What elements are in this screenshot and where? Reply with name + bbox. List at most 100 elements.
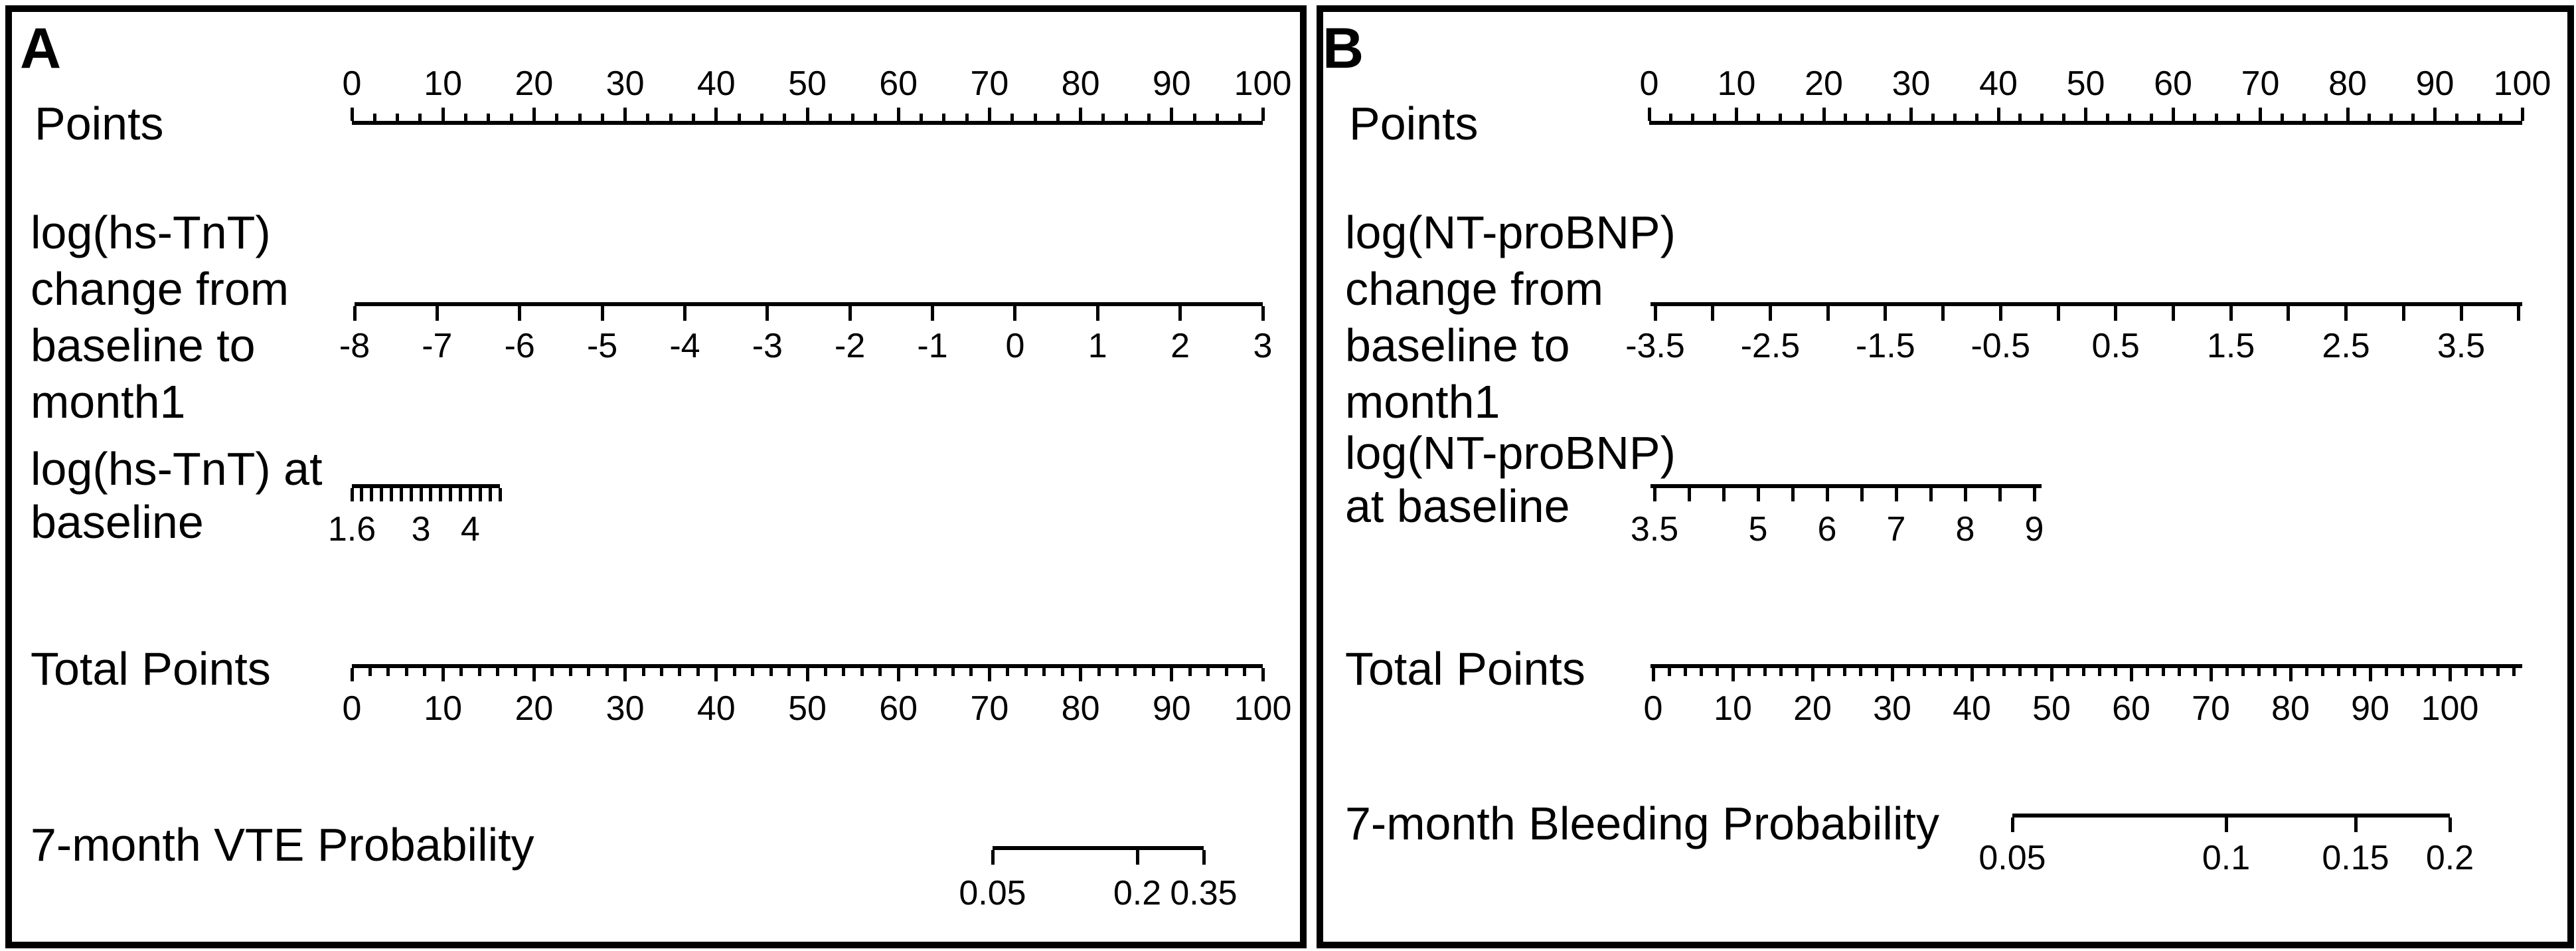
axis-tick <box>2280 114 2284 121</box>
axis-tick <box>2002 668 2006 676</box>
axis-tick <box>435 306 439 321</box>
tick-label-total_points: 0 <box>342 689 362 728</box>
axis-tick <box>2401 306 2405 321</box>
scale-label-log_nt_probnp_change: baseline to <box>1345 319 1570 371</box>
axis-tick <box>2129 668 2133 681</box>
axis-tick <box>896 108 900 121</box>
axis-tick <box>2224 818 2228 832</box>
axis-tick <box>429 488 433 501</box>
tick-label-points: 20 <box>1805 64 1843 103</box>
tick-label-log_hs_tnt_baseline: 1.6 <box>327 510 376 549</box>
axis-tick <box>933 668 937 676</box>
axis-tick <box>1715 668 1719 676</box>
axis-tick <box>2455 114 2458 121</box>
axis-tick <box>1079 668 1083 681</box>
scale-label-log_nt_probnp_baseline: log(NT-proBNP) <box>1345 427 1676 479</box>
tick-label-bleeding_probability: 0.15 <box>2322 839 2389 877</box>
tick-label-total_points: 10 <box>424 689 463 728</box>
axis-tick <box>848 306 852 321</box>
axis-line-log_nt_probnp_change <box>1650 302 2522 306</box>
tick-label-points: 80 <box>1061 64 1100 103</box>
axis-tick <box>600 114 604 121</box>
axis-line-points <box>1649 121 2522 125</box>
axis-tick <box>1147 114 1151 121</box>
tick-label-vte_probability: 0.35 <box>1170 874 1238 912</box>
tick-label-total_points: 20 <box>1793 689 1832 728</box>
tick-label-total_points: 90 <box>2351 689 2389 728</box>
axis-tick <box>2215 114 2219 121</box>
axis-tick <box>1713 114 1717 121</box>
panel-a-label: A <box>20 17 62 80</box>
axis-tick <box>760 114 764 121</box>
axis-line-points <box>352 121 1263 125</box>
panel-b-frame <box>1317 5 2574 948</box>
axis-line-log_hs_tnt_change <box>355 302 1263 306</box>
tick-label-total_points: 90 <box>1152 689 1191 728</box>
tick-label-bleeding_probability: 0.1 <box>2202 839 2251 877</box>
scale-label-bleeding_probability: 7-month Bleeding Probability <box>1345 798 1939 849</box>
tick-label-points: 0 <box>1639 64 1659 103</box>
axis-tick <box>896 668 900 681</box>
axis-tick <box>805 108 809 121</box>
axis-line-vte_probability <box>993 846 1204 850</box>
axis-tick <box>350 668 354 681</box>
tick-label-log_nt_probnp_baseline: 9 <box>2024 510 2044 549</box>
axis-tick <box>1756 488 1760 501</box>
axis-tick <box>1986 668 1990 676</box>
axis-tick <box>1206 668 1210 676</box>
tick-label-total_points: 20 <box>515 689 554 728</box>
tick-label-total_points: 70 <box>970 689 1009 728</box>
axis-tick <box>1996 108 2000 121</box>
axis-tick <box>1826 668 1830 676</box>
axis-tick <box>1687 488 1691 501</box>
axis-tick <box>623 108 627 121</box>
tick-label-log_nt_probnp_baseline: 7 <box>1886 510 1906 549</box>
scale-label-log_nt_probnp_change: change from <box>1345 263 1604 315</box>
axis-tick <box>1006 668 1010 676</box>
tick-label-points: 10 <box>1717 64 1756 103</box>
axis-tick <box>418 114 422 121</box>
axis-tick <box>2304 668 2308 676</box>
axis-tick <box>696 668 700 676</box>
tick-label-log_hs_tnt_change: -5 <box>586 327 618 365</box>
tick-label-points: 20 <box>515 64 554 103</box>
axis-tick <box>1874 668 1878 676</box>
tick-label-total_points: 30 <box>605 689 645 728</box>
axis-tick <box>441 668 445 681</box>
axis-tick <box>1800 114 1804 121</box>
axis-tick <box>1060 668 1064 676</box>
axis-tick <box>2411 114 2415 121</box>
axis-tick <box>1192 114 1196 121</box>
axis-tick <box>555 114 559 121</box>
axis-tick <box>732 668 736 676</box>
tick-label-total_points: 30 <box>1873 689 1911 728</box>
axis-tick <box>1763 668 1767 676</box>
axis-tick <box>987 108 991 121</box>
axis-line-bleeding_probability <box>2012 814 2450 818</box>
tick-label-log_nt_probnp_change: 1.5 <box>2206 327 2255 365</box>
axis-tick <box>1033 114 1037 121</box>
tick-label-total_points: 70 <box>2192 689 2230 728</box>
axis-tick <box>2193 668 2197 676</box>
axis-tick <box>449 488 453 501</box>
axis-tick <box>714 668 718 681</box>
axis-tick <box>2259 108 2262 121</box>
axis-tick <box>2336 668 2340 676</box>
axis-tick <box>2114 306 2118 321</box>
tick-label-log_nt_probnp_baseline: 5 <box>1748 510 1768 549</box>
axis-tick <box>399 488 403 501</box>
axis-tick <box>487 114 491 121</box>
axis-tick <box>1929 488 1933 501</box>
tick-label-log_hs_tnt_change: -2 <box>835 327 866 365</box>
axis-tick <box>1844 114 1848 121</box>
tick-label-log_nt_probnp_change: -2.5 <box>1740 327 1801 365</box>
scale-label-log_hs_tnt_change: baseline to <box>31 319 256 371</box>
axis-tick <box>2433 108 2437 121</box>
tick-label-log_nt_probnp_change: -1.5 <box>1856 327 1915 365</box>
tick-label-log_hs_tnt_change: 2 <box>1170 327 1190 365</box>
axis-tick <box>1010 114 1014 121</box>
axis-line-total_points <box>1650 664 2522 668</box>
axis-tick <box>641 668 645 676</box>
axis-tick <box>368 668 372 676</box>
axis-tick <box>468 488 472 501</box>
